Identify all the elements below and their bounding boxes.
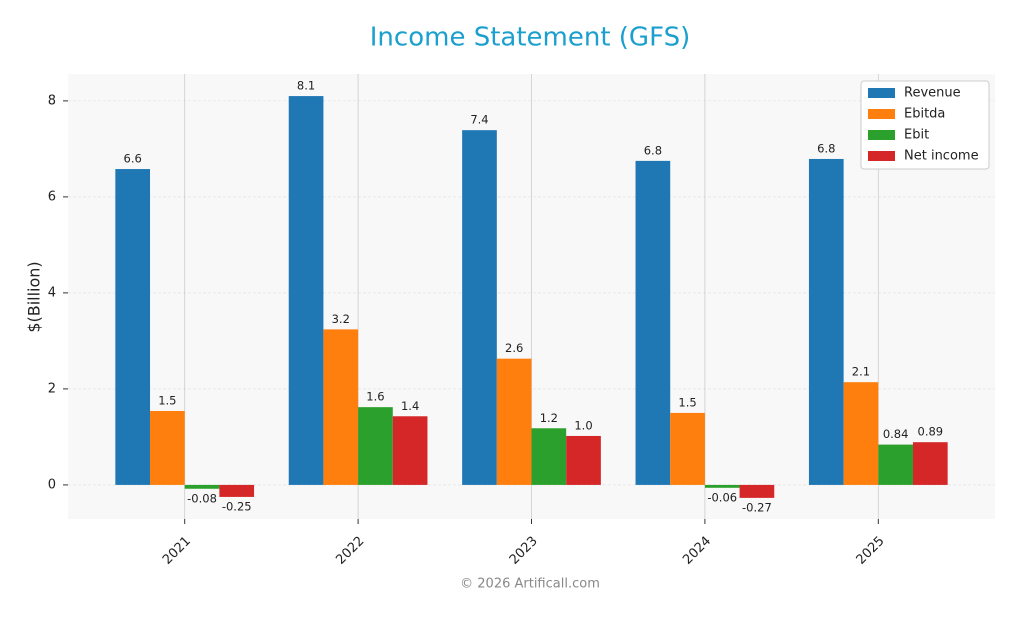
value-label: 1.4 [401, 399, 419, 413]
value-label: 6.8 [644, 143, 662, 157]
bar [115, 169, 151, 485]
bar [358, 407, 393, 485]
x-tick-label: 2023 [507, 534, 541, 568]
value-label: -0.06 [707, 490, 737, 504]
value-label: 0.89 [918, 425, 944, 439]
legend-label: Net income [904, 149, 979, 164]
x-tick-label: 2024 [680, 534, 714, 568]
chart-title: Income Statement (GFS) [370, 23, 690, 53]
bar [912, 442, 948, 485]
value-label: -0.27 [742, 500, 772, 514]
value-label: 1.5 [158, 393, 176, 407]
bar [739, 484, 775, 498]
legend-swatch [868, 130, 895, 140]
bar [496, 358, 532, 485]
value-label: 0.84 [883, 427, 909, 441]
x-tick-label: 2022 [333, 534, 367, 568]
legend-swatch [868, 151, 895, 161]
x-tick-label: 2021 [160, 534, 194, 568]
value-label: 1.2 [540, 411, 558, 425]
value-label: -0.25 [222, 499, 252, 513]
legend-swatch [868, 109, 895, 119]
bar [288, 96, 324, 485]
value-label: 8.1 [297, 79, 315, 93]
bar [808, 158, 844, 485]
legend-label: Ebitda [904, 107, 945, 122]
legend-label: Ebit [904, 128, 929, 143]
bar [531, 428, 567, 485]
y-axis-label: $(Billion) [25, 261, 44, 332]
legend-label: Revenue [904, 86, 961, 101]
value-label: 1.5 [678, 395, 696, 409]
bar [635, 160, 671, 485]
value-label: 3.2 [332, 312, 350, 326]
value-label: 2.1 [852, 365, 870, 379]
legend-box [860, 80, 990, 170]
value-label: 6.8 [817, 141, 835, 155]
value-label: 7.4 [470, 113, 488, 127]
bar [184, 484, 220, 489]
y-tick-label: 8 [48, 93, 56, 108]
bar [323, 329, 359, 485]
bar [219, 484, 255, 497]
bar [670, 412, 705, 485]
y-tick-label: 4 [48, 285, 56, 300]
bar [704, 484, 740, 488]
value-label: 1.0 [574, 418, 592, 432]
bar [843, 382, 879, 485]
legend-swatch [868, 88, 895, 98]
value-label: 1.6 [366, 390, 384, 404]
y-tick-label: 6 [48, 189, 56, 204]
value-label: 6.6 [124, 152, 142, 166]
value-label: 2.6 [505, 341, 523, 355]
bar [566, 435, 601, 485]
x-tick-label: 2025 [854, 534, 888, 568]
value-label: -0.08 [187, 491, 217, 505]
bar [878, 444, 913, 485]
bar [462, 130, 497, 485]
footer: © 2026 Artificall.com [460, 577, 600, 592]
bar [392, 416, 428, 485]
bar [150, 410, 185, 485]
y-tick-label: 2 [48, 381, 56, 396]
y-tick-label: 0 [48, 477, 56, 492]
